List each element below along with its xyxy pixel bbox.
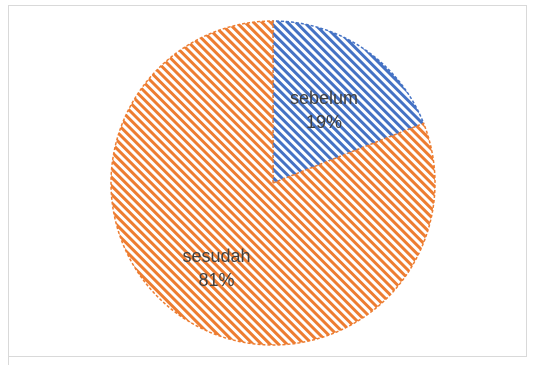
frame-edge — [8, 357, 9, 365]
pie-slice-sesudah — [110, 20, 436, 346]
slice-label-sesudah: sesudah — [183, 246, 251, 266]
pie-slice-sebelum — [272, 20, 425, 185]
slice-label-sebelum: sebelum — [290, 88, 358, 108]
slice-percent-sebelum: 19% — [306, 112, 342, 132]
slice-percent-sesudah: 81% — [199, 270, 235, 290]
